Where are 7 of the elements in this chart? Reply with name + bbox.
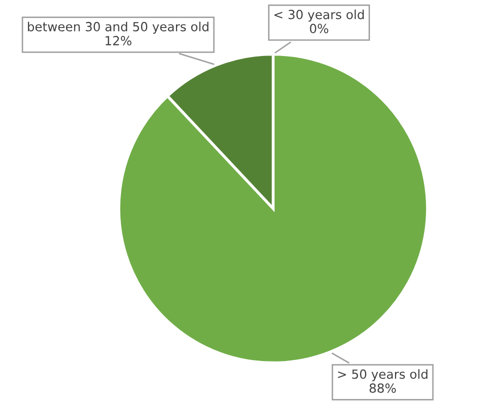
text: 0% <box>310 24 328 34</box>
slice-label: between 30 and 50 years old <box>28 22 208 34</box>
data-label: 12% <box>106 36 132 46</box>
pie-slice <box>117 52 429 364</box>
data-label: 88% <box>370 383 396 393</box>
category-label: < 30 years old <box>274 10 364 22</box>
slice-label: > 50 years old <box>338 369 428 382</box>
